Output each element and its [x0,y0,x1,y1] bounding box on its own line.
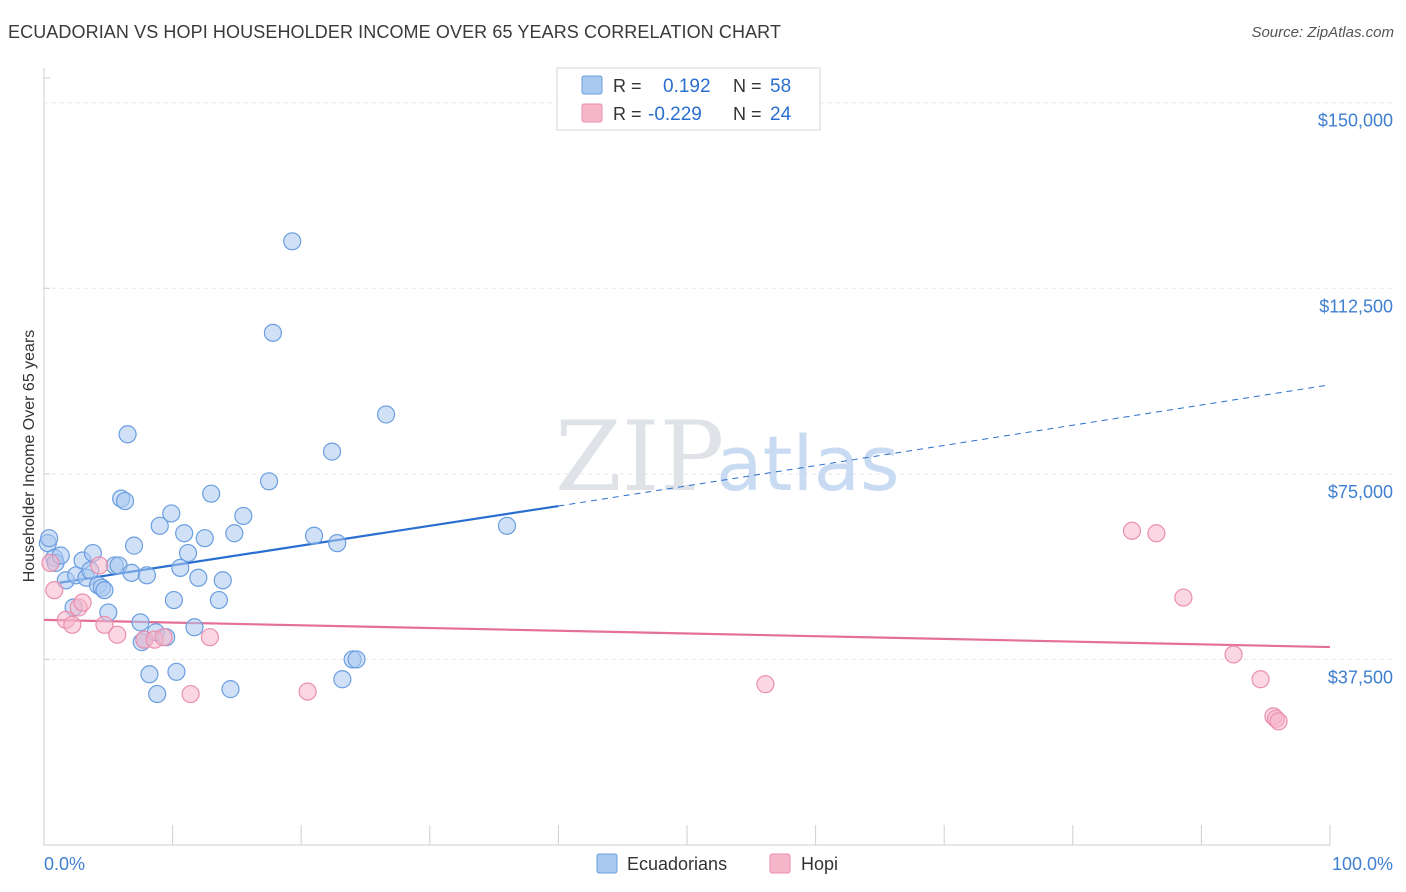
ecuadorian-point [137,566,156,585]
ecuadorian-point [347,650,366,669]
hopi-point [108,625,127,644]
hopi-point [90,556,109,575]
source-note: Source: ZipAtlas.com [1251,24,1394,41]
watermark: ZIP atlas [555,401,900,513]
ecuadorian-point [140,665,159,684]
ecuadorian-point [328,534,347,553]
tick-labels: $37,500 $75,000 $112,500 $150,000 0.0% 100.0% [44,111,1393,874]
ecuadorian-point [150,516,169,535]
ecuadorian-point [263,323,283,342]
legend-top: R = 0.192 N = 58 R = -0.229 N = 24 [556,67,821,131]
ecuadorian-point [259,472,279,491]
ecuadorian-point [124,536,144,555]
ecuadorian-point [164,590,183,610]
ecuadorians-trend-extension [558,384,1331,507]
ecuadorian-point [171,558,190,577]
axes [43,68,1331,846]
y-tick-label: $112,500 [1319,296,1393,316]
ecuadorian-point [115,491,135,511]
hopi-point [154,628,173,647]
hopi-point [181,684,200,704]
ecuadorian-point [376,405,396,424]
ecuadorian-point [283,232,302,251]
ecuadorian-point [95,581,114,600]
data-points [38,232,1288,731]
ecuadorian-point [234,506,253,526]
watermark-atlas: atlas [716,419,900,508]
hopi-point [1147,524,1166,543]
hopi-point [1224,645,1243,664]
legend-swatch-ecuadorians [596,853,618,874]
y-tick-label: $75,000 [1328,482,1393,502]
ecuadorian-point [131,613,150,632]
legend-swatch-ecuadorians [581,75,603,95]
legend-n-value: 58 [770,76,791,97]
legend-label-hopi: Hopi [801,854,838,874]
hopi-point [756,675,775,694]
ecuadorian-point [225,524,244,543]
ecuadorian-point [189,568,208,587]
grid-lines [44,102,1395,660]
hopi-point [1122,521,1142,540]
ecuadorian-point [213,571,232,590]
legend-r-label: R = [613,104,642,124]
hopi-point [63,615,82,634]
legend-n-label: N = [733,76,762,96]
hopi-point [45,581,64,600]
ecuadorian-point [122,563,141,582]
y-tick-label: $150,000 [1318,111,1393,131]
ecuadorian-point [221,680,240,699]
hopi-point [1174,588,1193,607]
legend-r-label: R = [613,76,642,96]
hopi-point [73,593,92,612]
ecuadorian-point [195,529,214,548]
ecuadorian-point [162,504,181,523]
hopi-point [41,553,60,573]
watermark-zip: ZIP [555,401,724,513]
ecuadorian-point [202,484,221,503]
ecuadorian-point [178,543,198,563]
legend-n-label: N = [733,104,762,124]
ecuadorian-point [304,526,324,545]
legend-swatch-hopi [581,103,603,123]
legend-bottom: Ecuadorians Hopi [596,853,838,874]
hopi-point [1269,712,1288,731]
ecuadorian-point [118,425,137,444]
hopi-point [95,615,114,634]
legend-r-value: 0.192 [663,76,711,97]
y-axis-label: Householder Income Over 65 years [21,330,38,583]
legend-label-ecuadorians: Ecuadorians [627,854,727,874]
ecuadorian-point [333,670,352,689]
legend-n-value: 24 [770,104,792,125]
hopi-point [200,628,219,647]
hopi-point [1251,670,1270,689]
legend-swatch-hopi [769,853,791,874]
ecuadorian-point [148,684,167,704]
x-tick-label: 100.0% [1332,854,1393,874]
chart-title: ECUADORIAN VS HOPI HOUSEHOLDER INCOME OV… [8,22,782,42]
x-tick-label: 0.0% [44,854,85,874]
ecuadorian-point [175,524,194,543]
ecuadorian-point [185,618,204,637]
hopi-point [298,682,317,701]
ecuadorian-point [497,516,517,535]
ecuadorian-point [322,442,342,461]
legend-r-value: -0.229 [648,104,702,125]
ecuadorian-point [167,662,186,681]
hopi-trend-line [43,618,1331,649]
ecuadorian-point [40,529,59,548]
y-tick-label: $37,500 [1328,667,1393,687]
ecuadorian-point [209,590,228,610]
